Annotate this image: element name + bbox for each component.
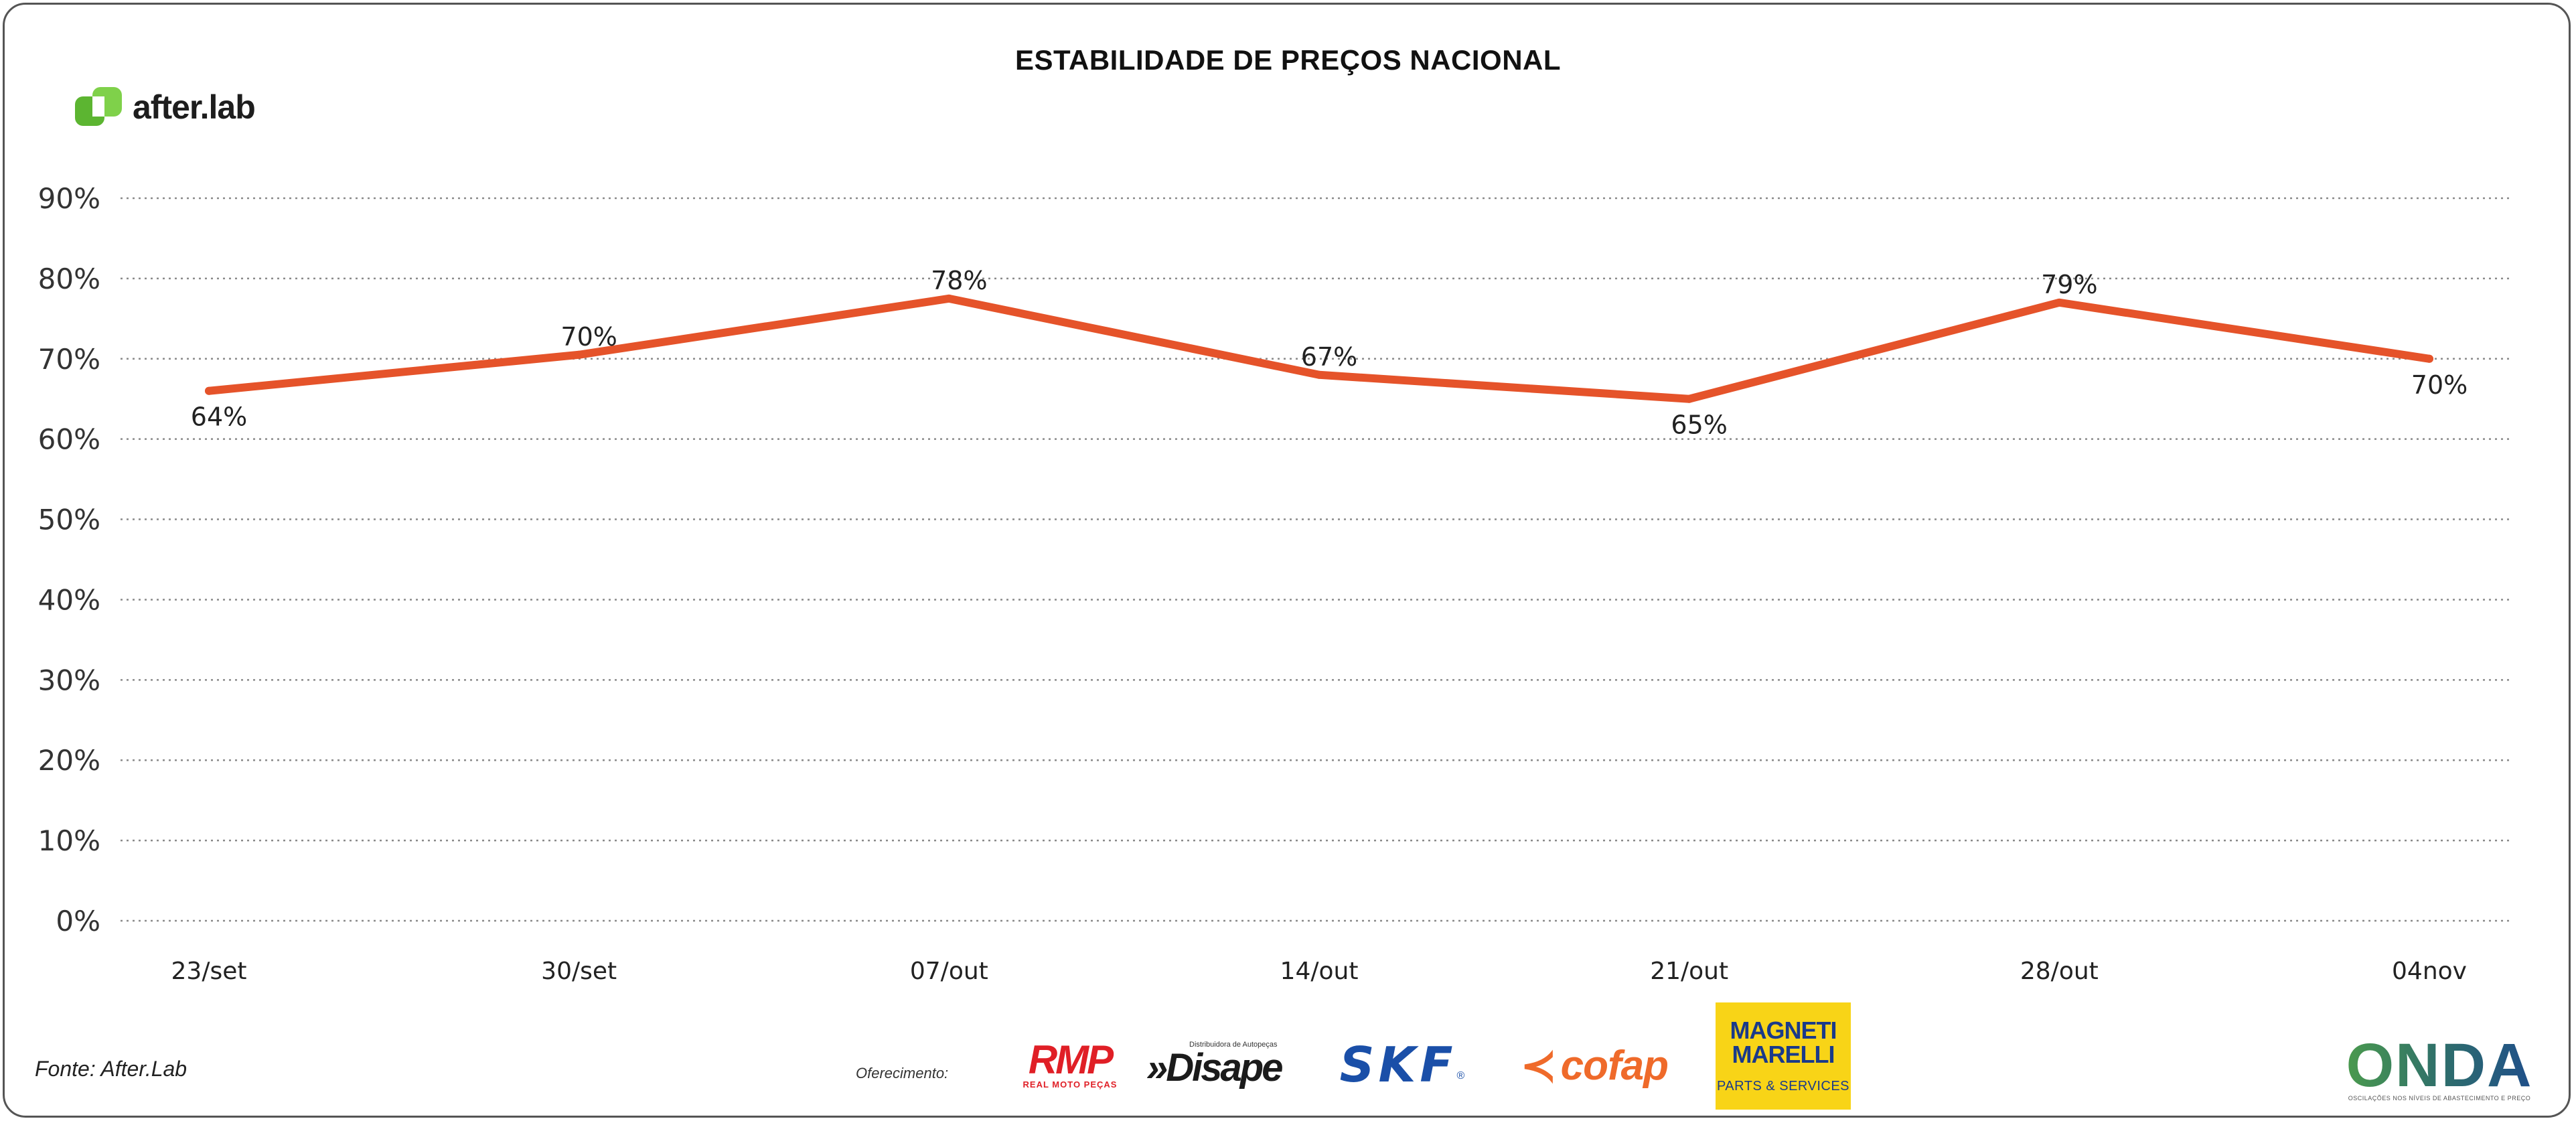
- cofap-logo-icon: ≺: [1521, 1041, 1557, 1090]
- cofap-logo: ≺ cofap: [1499, 1041, 1690, 1090]
- disape-logo: Distribuidora de Autopeças »Disape: [1146, 1039, 1300, 1089]
- skf-logo: SKF ®: [1319, 1037, 1485, 1093]
- data-label: 79%: [2041, 270, 2097, 299]
- data-point: [2055, 298, 2064, 307]
- data-label: 67%: [1301, 342, 1357, 372]
- skf-logo-text: SKF: [1339, 1037, 1457, 1093]
- skf-registered-mark: ®: [1456, 1070, 1465, 1081]
- x-tick-label: 28/out: [2020, 958, 2099, 985]
- disape-logo-text: »Disape: [1146, 1046, 1283, 1090]
- x-tick-label: 14/out: [1280, 958, 1359, 985]
- data-label: 64%: [191, 402, 247, 432]
- disape-logo-tagline: Distribuidora de Autopeças: [1189, 1041, 1278, 1049]
- cofap-logo-text: cofap: [1560, 1042, 1669, 1089]
- magneti-marelli-line2: MARELLI: [1732, 1040, 1835, 1068]
- y-tick-label: 60%: [38, 423, 100, 456]
- y-tick-label: 30%: [38, 664, 100, 696]
- data-point: [2425, 354, 2433, 363]
- magneti-marelli-tagline: PARTS & SERVICES: [1716, 1078, 1850, 1094]
- x-axis-ticks: 23/set 30/set 07/out 14/out 21/out 28/out 04no…: [171, 958, 2467, 985]
- data-point: [1685, 394, 1693, 403]
- rmp-logo-tagline: REAL MOTO PEÇAS: [1022, 1079, 1118, 1090]
- data-point: [205, 386, 213, 395]
- data-point: [1315, 370, 1323, 379]
- data-label: 78%: [931, 266, 987, 295]
- after-lab-logo: after.lab: [75, 84, 256, 131]
- after-lab-logo-text: after.lab: [133, 88, 256, 126]
- x-tick-label: 30/set: [541, 958, 617, 985]
- onda-logo: ONDA OSCILAÇÕES NOS NÍVEIS DE ABASTECIME…: [2346, 1031, 2532, 1106]
- grid-lines: [121, 197, 2510, 922]
- y-tick-label: 0%: [56, 905, 100, 938]
- y-tick-label: 50%: [38, 504, 100, 536]
- x-tick-label: 23/set: [171, 958, 247, 985]
- source-note: Fonte: After.Lab: [35, 1057, 187, 1081]
- magneti-marelli-logo: MAGNETI MARELLI PARTS & SERVICES: [1716, 1002, 1851, 1110]
- y-tick-label: 90%: [38, 182, 100, 215]
- y-tick-label: 40%: [38, 583, 100, 616]
- data-label: 70%: [2411, 370, 2468, 400]
- x-tick-label: 07/out: [910, 958, 988, 985]
- y-tick-label: 10%: [38, 824, 100, 857]
- series-line: [205, 294, 2433, 403]
- sponsorship-label: Oferecimento:: [856, 1065, 949, 1081]
- y-tick-label: 80%: [38, 263, 100, 295]
- data-label: 65%: [1671, 410, 1727, 440]
- onda-logo-tagline: OSCILAÇÕES NOS NÍVEIS DE ABASTECIMENTO E…: [2348, 1095, 2531, 1102]
- y-tick-label: 70%: [38, 343, 100, 376]
- y-tick-label: 20%: [38, 744, 100, 777]
- data-labels: 64% 70% 78% 67% 65% 79% 70%: [191, 266, 2468, 440]
- onda-logo-text: ONDA: [2346, 1031, 2533, 1100]
- y-axis-ticks: 0% 10% 20% 30% 40% 50% 60% 70% 80% 90%: [38, 182, 100, 938]
- x-tick-label: 04nov: [2392, 958, 2467, 985]
- chart-frame: [3, 3, 2571, 1118]
- after-lab-logo-icon: [75, 87, 122, 126]
- rmp-logo-text: RMP: [1028, 1037, 1114, 1082]
- magneti-marelli-line1: MAGNETI: [1730, 1016, 1837, 1044]
- x-tick-label: 21/out: [1650, 958, 1728, 985]
- data-point: [945, 294, 954, 303]
- data-label: 70%: [560, 322, 617, 352]
- chart-title: ESTABILIDADE DE PREÇOS NACIONAL: [1014, 44, 1562, 76]
- data-point: [575, 350, 583, 359]
- rmp-logo: RMP REAL MOTO PEÇAS: [1012, 1039, 1128, 1090]
